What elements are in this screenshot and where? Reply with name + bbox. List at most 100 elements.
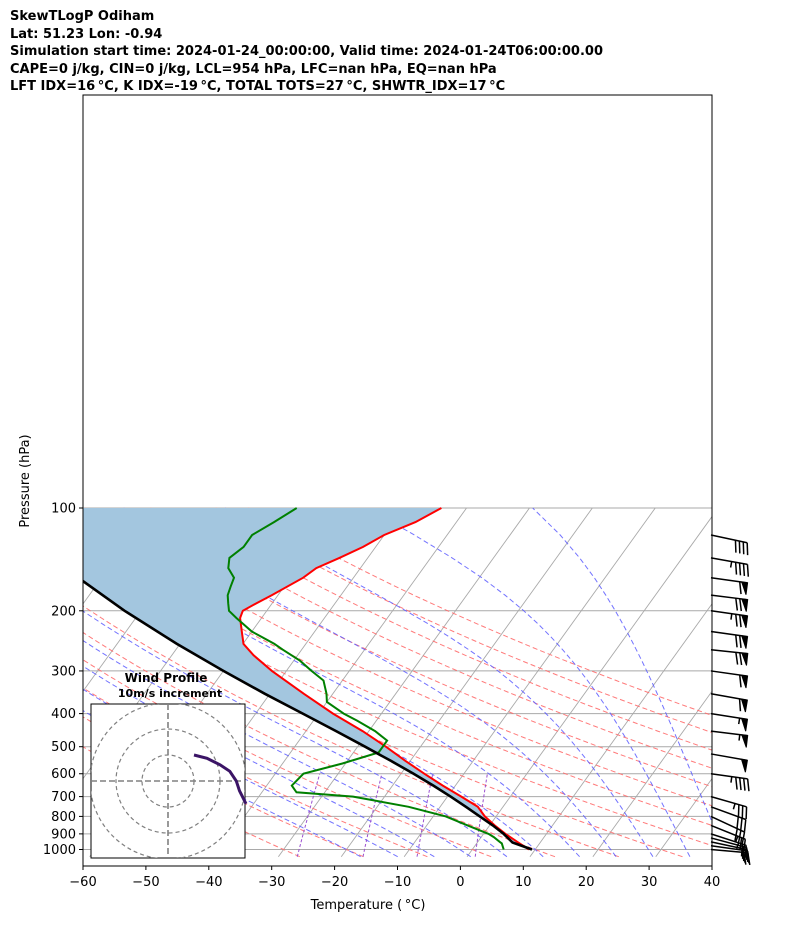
barb-flag: [738, 674, 742, 688]
y-tick-label: 300: [51, 664, 76, 679]
barb-flag: [739, 818, 743, 831]
dry-adiabat-line: [150, 507, 712, 769]
barb-half-flag: [730, 776, 733, 783]
moist-adiabat-line: [83, 639, 471, 858]
x-tick-label: 40: [704, 875, 721, 890]
barb-flag: [738, 614, 742, 628]
axes: −60 −50 −40 −30 −20 −10 0 10 20 30 40 100 200 300 400 5…: [43, 502, 720, 891]
barb-half-flag: [738, 734, 741, 741]
barb-flag: [739, 837, 743, 851]
y-tick-label: 1000: [43, 843, 76, 858]
barb-flag: [734, 562, 738, 575]
y-tick-label: 600: [51, 767, 76, 782]
isotherm-line: [719, 508, 794, 857]
wind-barb: [710, 630, 749, 649]
dewpoint-trace: [226, 507, 505, 850]
isotherm-line: [215, 507, 467, 857]
barb-half-flag: [729, 561, 733, 568]
chart-title: SkewTLogP Odiham: [10, 9, 155, 24]
barb-half-flag: [732, 803, 736, 810]
barb-flag: [744, 845, 747, 858]
barb-half-flag: [730, 613, 733, 620]
mixing-ratio-line: [362, 773, 383, 857]
y-tick-label: 800: [51, 810, 76, 825]
cape-cin-shading: [83, 508, 532, 850]
barb-flag: [735, 614, 738, 627]
mixing-ratio-line: [296, 773, 321, 857]
x-axis-label: Temperature ( °C): [310, 898, 426, 913]
sounding-traces: [83, 507, 533, 851]
wind-barb: [710, 610, 749, 628]
mixing-ratio-line: [474, 773, 488, 857]
x-tick-label: −30: [258, 875, 285, 890]
wind-barb: [710, 772, 750, 792]
hodograph-subtitle: 10m/s increment: [118, 687, 222, 700]
chart-header: SkewTLogP Odiham Lat: 51.23 Lon: -0.94 S…: [10, 8, 603, 96]
isotherm-line: [0, 508, 26, 857]
time-line: Simulation start time: 2024-01-24_00:00:…: [10, 44, 603, 60]
hodograph-trace: [193, 753, 248, 805]
barb-pennant: [740, 758, 748, 773]
barb-flag: [746, 564, 750, 577]
barb-pennant: [741, 652, 749, 666]
x-tick-label: 20: [578, 875, 595, 890]
x-tick-label: 30: [641, 875, 658, 890]
barb-pennant: [740, 698, 748, 713]
barb-flag: [742, 778, 746, 791]
y-tick-label: 500: [51, 740, 76, 755]
y-tick-label: 100: [51, 502, 76, 517]
wind-barbs: [710, 534, 751, 866]
location-line: Lat: 51.23 Lon: -0.94: [10, 26, 163, 42]
x-tick-label: −20: [321, 875, 348, 890]
moist-adiabat-line: [83, 532, 580, 858]
moist-adiabat-line: [83, 610, 508, 858]
barb-shaft: [710, 772, 748, 780]
barb-flag: [742, 563, 746, 577]
x-tick-label: −60: [69, 875, 96, 890]
barb-flag: [735, 598, 739, 611]
mixing-ratio-line: [416, 773, 434, 857]
barb-pennant: [740, 581, 749, 595]
dry-adiabat-line: [83, 554, 712, 847]
barb-pennant: [741, 734, 749, 748]
barb-flag: [742, 839, 747, 852]
convective-indices-line: CAPE=0 j/kg, CIN=0 j/kg, LCL=954 hPa, LF…: [10, 61, 497, 77]
moist-adiabat-line: [532, 507, 712, 824]
y-tick-label: 900: [51, 827, 76, 842]
barb-flag: [735, 634, 738, 648]
moist-adiabat-line: [83, 665, 435, 858]
moist-adiabat-line: [123, 507, 617, 858]
barb-shaft: [710, 557, 748, 566]
dry-adiabat-line: [83, 605, 619, 858]
wind-barb: [710, 795, 748, 820]
x-tick-label: −40: [195, 875, 222, 890]
x-tick-label: 0: [456, 875, 464, 890]
barb-flag: [734, 828, 739, 841]
barb-shaft: [710, 534, 748, 544]
barb-pennant: [740, 635, 749, 649]
wind-barb: [710, 557, 750, 577]
barb-flag: [738, 581, 742, 595]
moist-adiabat-line: [366, 507, 691, 857]
barb-flag: [739, 652, 743, 666]
x-tick-label: 10: [515, 875, 532, 890]
wind-barb: [710, 806, 747, 832]
wind-barb: [710, 730, 749, 748]
dry-adiabat-line: [248, 507, 712, 716]
moist-adiabat-line: [224, 507, 654, 857]
barb-pennant: [741, 598, 749, 612]
wind-barb: [710, 594, 749, 612]
hodograph-inset: Wind Profile 10m/s increment: [90, 671, 248, 859]
isotherm-line: [655, 777, 712, 857]
barb-flag: [743, 819, 747, 832]
wind-barb: [710, 712, 749, 732]
temperature-trace: [239, 507, 530, 851]
hodograph-grid: [91, 704, 245, 858]
stability-indices-line: LFT IDX=16 °C, K IDX=-19 °C, TOTAL TOTS=…: [10, 79, 506, 95]
barb-pennant: [740, 614, 749, 628]
barb-pennant: [740, 717, 749, 732]
x-tick-label: −10: [384, 875, 411, 890]
barb-shaft: [710, 815, 745, 833]
isotherm-line: [340, 507, 593, 857]
barb-flag: [741, 831, 746, 845]
